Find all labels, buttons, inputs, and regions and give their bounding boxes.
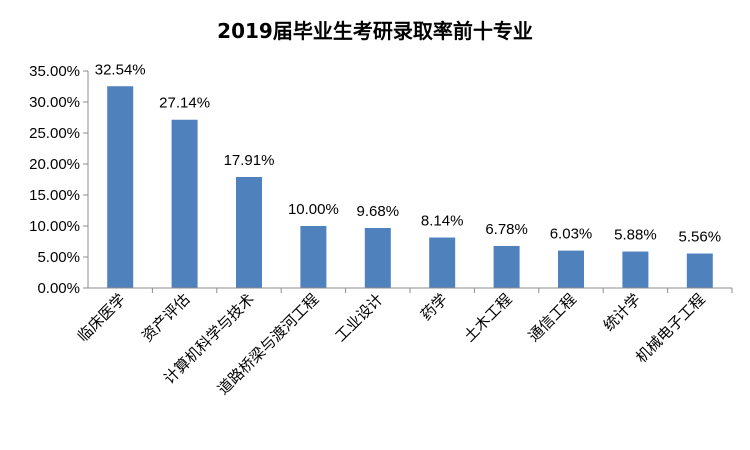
x-tick-label: 机械电子工程 [632, 290, 708, 366]
y-tick-label: 30.00% [29, 94, 80, 111]
x-tick-label: 临床医学 [74, 290, 129, 345]
bar [622, 251, 649, 288]
data-labels: 32.54% 27.14% 17.91% 10.00% 9.68% 8.14% 6.78% 6… [95, 61, 721, 245]
data-label: 5.56% [679, 229, 722, 246]
bar [171, 119, 198, 289]
data-label: 5.88% [614, 227, 657, 244]
x-tick-label: 资产评估 [138, 290, 193, 345]
y-tick-label: 10.00% [29, 218, 80, 235]
x-tick-label: 通信工程 [525, 290, 580, 345]
bar [558, 250, 584, 288]
data-label: 27.14% [159, 95, 210, 112]
bars [107, 86, 713, 289]
x-tick-label: 统计学 [600, 290, 645, 335]
bar [107, 86, 134, 288]
data-label: 6.03% [550, 226, 593, 243]
x-tick-label: 土木工程 [460, 290, 515, 345]
y-axis: 0.00% 5.00% 10.00% 15.00% 20.00% 25.00% 30.00%… [29, 63, 89, 297]
x-tick-label: 工业设计 [331, 290, 386, 345]
bar [686, 253, 713, 288]
y-tick-label: 25.00% [29, 125, 80, 142]
y-tick-label: 0.00% [37, 280, 80, 297]
x-tick-label: 药学 [417, 290, 451, 324]
chart-title: 2019届毕业生考研录取率前十专业 [217, 19, 533, 43]
data-label: 10.00% [288, 201, 339, 218]
data-label: 17.91% [224, 152, 275, 169]
bar [429, 237, 456, 288]
y-tick-label: 5.00% [37, 249, 80, 266]
x-axis: 临床医学 资产评估计算机科学与技术道路桥梁与渡河工程 工业设计 药学 土木工程 通信工程统… [74, 287, 733, 398]
bar [493, 245, 520, 288]
y-tick-label: 15.00% [29, 187, 80, 204]
data-label: 9.68% [357, 203, 400, 220]
y-tick-label: 35.00% [29, 63, 80, 80]
y-tick-label: 20.00% [29, 156, 80, 173]
data-label: 8.14% [421, 213, 464, 230]
data-label: 6.78% [485, 221, 528, 238]
bar [300, 226, 327, 288]
bar [236, 176, 262, 288]
data-label: 32.54% [95, 61, 146, 78]
bar [364, 227, 391, 288]
